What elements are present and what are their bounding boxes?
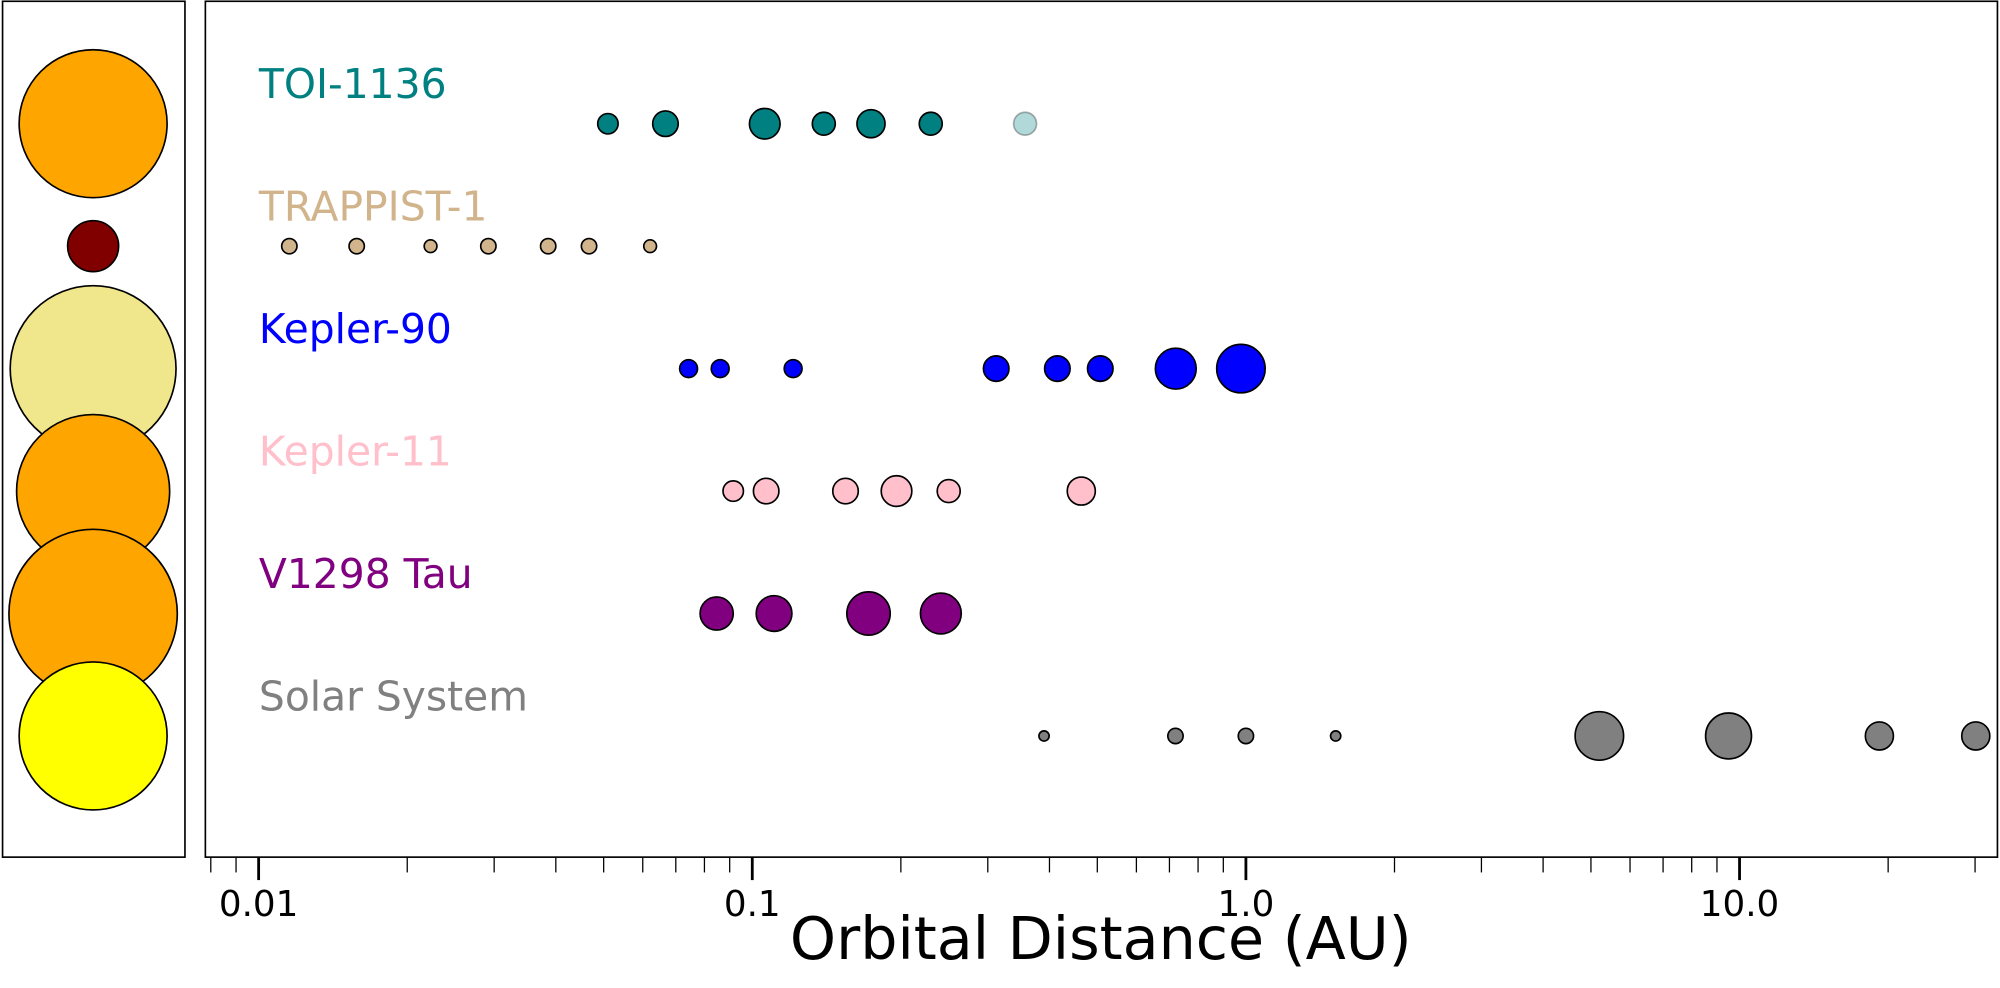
- planet: [1154, 347, 1198, 390]
- planet: [856, 108, 886, 139]
- planet: [1043, 355, 1071, 383]
- planet: [699, 596, 735, 631]
- planet: [755, 594, 793, 633]
- planet: [1329, 730, 1342, 742]
- planet: [1574, 710, 1625, 762]
- system-label: Solar System: [259, 672, 528, 720]
- star: [66, 219, 120, 273]
- planet: [651, 110, 680, 138]
- planet: [1704, 712, 1753, 760]
- planet: [811, 111, 837, 137]
- planet: [710, 358, 730, 379]
- planet: [918, 111, 944, 137]
- planet: [919, 592, 963, 635]
- system-label: TRAPPIST-1: [258, 183, 488, 231]
- x-axis-label: Orbital Distance (AU): [790, 905, 1412, 973]
- planet: [1237, 727, 1255, 745]
- planet: [783, 358, 803, 379]
- planet: [280, 237, 298, 255]
- planet: [1038, 730, 1050, 742]
- planet: [348, 237, 366, 255]
- x-tick-label: 0.01: [219, 884, 299, 925]
- planet: [580, 237, 598, 255]
- planet: [1960, 721, 1991, 751]
- planet: [1086, 355, 1114, 383]
- planet: [1215, 343, 1266, 394]
- planet: [596, 112, 619, 135]
- system-label: TOI-1136: [258, 60, 447, 108]
- star: [18, 661, 168, 811]
- plot-area: [204, 0, 1999, 858]
- planet: [1864, 721, 1895, 751]
- planet: [846, 591, 892, 637]
- planet: [936, 478, 962, 504]
- x-tick-label: 10.0: [1700, 884, 1780, 925]
- planet: [642, 238, 658, 254]
- planet: [479, 237, 497, 255]
- planet: [722, 480, 745, 503]
- system-label: V1298 Tau: [259, 550, 473, 598]
- planet: [423, 238, 438, 254]
- planet: [982, 355, 1010, 383]
- planet: [880, 474, 913, 508]
- planet: [1066, 476, 1097, 506]
- system-label: Kepler-90: [259, 305, 452, 353]
- x-tick-label: 0.1: [724, 884, 781, 925]
- planet: [752, 477, 780, 505]
- star: [18, 48, 168, 199]
- planet: [539, 237, 557, 255]
- planet: [748, 107, 781, 140]
- star-panel: [1, 0, 186, 858]
- planet: [1166, 727, 1184, 745]
- planet: [678, 358, 699, 379]
- system-label: Kepler-11: [259, 428, 452, 476]
- planet: [831, 477, 860, 505]
- x-tick-label: 1.0: [1218, 884, 1275, 925]
- planet: [1012, 111, 1038, 137]
